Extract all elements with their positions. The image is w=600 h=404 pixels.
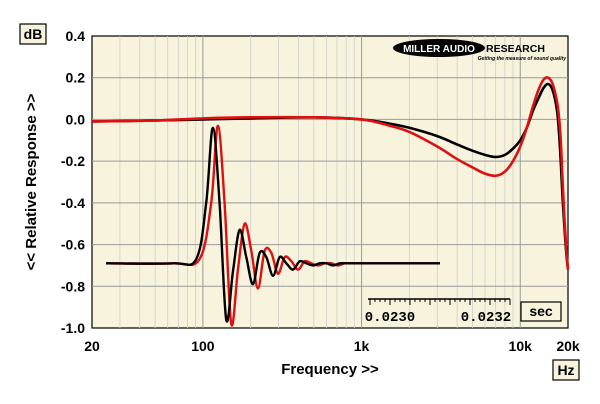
y-tick-label-1: 0.2 (66, 70, 86, 86)
time-axis-minor-ticks (369, 299, 511, 305)
time-tick-0: 0.0230 (365, 310, 415, 326)
impulse-response-curves (105, 124, 440, 327)
y-axis-title: << Relative Response >> (23, 93, 40, 270)
y-unit-label: dB (24, 26, 43, 42)
y-tick-label-6: -0.8 (61, 278, 85, 294)
x-tick-labels: 20 100 1k 10k 20k (84, 338, 580, 354)
time-axis: 0.0230 0.0232 sec (365, 298, 562, 326)
impulse-series-line-1 (105, 126, 440, 323)
x-tick-label-0: 20 (84, 338, 100, 354)
grid-lines (92, 36, 568, 328)
x-tick-label-1: 100 (191, 338, 215, 354)
time-unit-label: sec (529, 303, 553, 319)
y-tick-labels: 0.4 0.2 0.0 -0.2 -0.4 -0.6 -0.8 -1.0 (61, 28, 85, 336)
time-unit-box (520, 301, 562, 322)
x-unit-label: Hz (557, 362, 574, 378)
y-tick-label-5: -0.6 (61, 237, 85, 253)
y-tick-label-4: -0.4 (61, 195, 85, 211)
x-tick-label-2: 1k (354, 338, 370, 354)
y-tick-label-0: 0.4 (66, 28, 86, 44)
y-unit-box: dB (19, 23, 47, 45)
logo-main-text: MILLER AUDIO (403, 44, 475, 55)
frequency-response-curves (91, 76, 570, 270)
plot-area (91, 35, 569, 329)
x-tick-label-4: 20k (556, 338, 580, 354)
x-tick-label-3: 10k (509, 338, 533, 354)
y-tick-label-2: 0.0 (66, 111, 86, 127)
time-tick-1: 0.0232 (461, 310, 511, 326)
miller-audio-research-logo: MILLER AUDIO RESEARCH Getting the measur… (393, 39, 566, 62)
y-tick-label-3: -0.2 (61, 153, 85, 169)
frequency-series-line-1 (91, 76, 570, 270)
logo-tagline: Getting the measure of sound quality (478, 56, 567, 62)
logo-right-text: RESEARCH (486, 43, 545, 55)
y-tick-label-7: -1.0 (61, 320, 85, 336)
impulse-series-line-0 (105, 124, 440, 327)
x-axis-title: Frequency >> (281, 361, 379, 378)
x-unit-box: Hz (552, 359, 580, 381)
